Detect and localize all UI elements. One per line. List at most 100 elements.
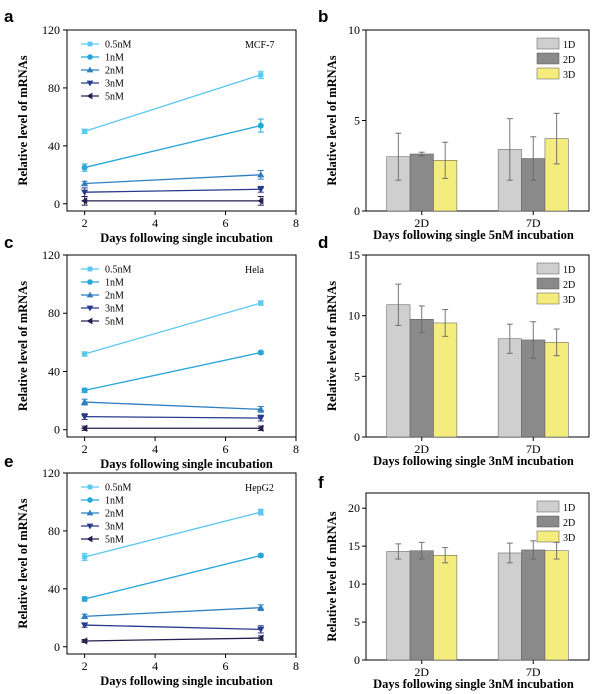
x-tick-label: 4	[152, 659, 158, 673]
x-tick-label: 6	[223, 216, 229, 230]
legend-marker	[87, 266, 93, 272]
series-2D: 2D	[409, 515, 575, 661]
x-tick-label: 6	[223, 659, 229, 673]
y-tick-label: 80	[48, 524, 60, 538]
x-tick-label: 2D	[414, 665, 429, 679]
data-point	[81, 189, 89, 196]
x-tick-label: 4	[152, 216, 158, 230]
data-point	[81, 595, 88, 602]
y-axis-label: Relative level of mRNAs	[16, 281, 30, 411]
series-1nM: 1nM	[81, 496, 264, 602]
legend-label: 1nM	[105, 53, 124, 64]
legend-label: 3nM	[105, 79, 124, 90]
legend-label: 1D	[563, 40, 575, 51]
data-point	[257, 626, 265, 633]
legend-label: 0.5nM	[105, 40, 132, 51]
series-3nM: 3nM	[81, 79, 265, 198]
series-3D: 3D	[433, 530, 575, 661]
legend-marker	[87, 497, 93, 503]
data-point	[257, 552, 264, 559]
x-tick-label: 7D	[526, 442, 541, 456]
legend-label: 0.5nM	[105, 483, 132, 494]
x-tick-label: 2	[82, 442, 88, 456]
series-line	[84, 174, 261, 185]
legend-marker	[86, 509, 94, 516]
panel-letter: d	[318, 233, 328, 252]
y-tick-label: 40	[48, 364, 60, 378]
legend-swatch	[536, 277, 560, 290]
bar	[409, 153, 434, 212]
y-tick-label: 0	[354, 204, 360, 218]
series-2nM: 2nM	[81, 509, 265, 620]
panel-letter: b	[318, 7, 328, 26]
y-tick-label: 120	[42, 23, 60, 37]
bar	[409, 550, 434, 661]
panel-letter: e	[4, 452, 13, 471]
series-5nM: 5nM	[81, 535, 264, 645]
legend-swatch	[536, 530, 560, 543]
data-point	[258, 509, 264, 515]
y-tick-label: 40	[48, 582, 60, 596]
y-tick-label: 40	[48, 139, 60, 153]
series-0.5nM: 0.5nM	[81, 40, 264, 135]
data-point	[257, 349, 264, 356]
y-tick-label: 15	[348, 248, 360, 262]
series-line	[84, 637, 261, 642]
series-0.5nM: 0.5nM	[81, 265, 264, 357]
legend-label: 3D	[563, 533, 575, 544]
bar	[409, 319, 434, 438]
series-2nM: 2nM	[81, 66, 265, 187]
data-point	[81, 637, 88, 645]
legend-marker	[86, 66, 94, 73]
series-5nM: 5nM	[81, 92, 264, 206]
plot-frame	[365, 254, 590, 438]
bar	[386, 551, 411, 661]
y-axis-label: Relative level of mRNAs	[325, 281, 339, 411]
bar	[433, 554, 458, 661]
legend-marker	[86, 291, 94, 298]
series-line	[84, 511, 261, 558]
series-line	[84, 124, 261, 169]
series-3nM: 3nM	[81, 522, 265, 634]
data-point	[257, 634, 264, 642]
legend-label: 1nM	[105, 496, 124, 507]
data-point	[257, 186, 265, 193]
data-point	[257, 405, 265, 412]
series-2D: 2D	[409, 277, 575, 438]
legend-label: 3nM	[105, 522, 124, 533]
y-tick-label: 120	[42, 248, 60, 262]
series-line	[84, 554, 261, 600]
x-tick-label: 4	[152, 442, 158, 456]
series-1nM: 1nM	[81, 53, 264, 172]
data-point	[257, 171, 265, 178]
y-tick-label: 10	[348, 23, 360, 37]
data-point	[82, 554, 88, 560]
data-point	[81, 622, 89, 629]
bar	[544, 550, 569, 661]
chart-panel-f: f 0 5 10 15 20 2D 7D 1D 2D 3D Days following single…	[318, 473, 590, 691]
data-point	[81, 179, 89, 187]
x-axis-label: Days following single 3nM incubation	[373, 677, 574, 691]
x-axis-label: Days following single incubation	[100, 674, 273, 688]
plot-frame	[365, 492, 590, 661]
series-line	[84, 401, 261, 410]
y-tick-label: 0	[54, 197, 60, 211]
plot-frame	[66, 472, 297, 655]
legend-label: 0.5nM	[105, 265, 132, 276]
data-point	[258, 300, 264, 306]
legend-marker	[87, 54, 93, 60]
y-tick-label: 0	[354, 430, 360, 444]
legend-swatch	[536, 37, 560, 50]
y-axis-label: Relative level of mRNAs	[325, 511, 339, 641]
legend-marker	[86, 80, 94, 87]
series-5nM: 5nM	[81, 317, 264, 432]
panel-letter: a	[4, 7, 14, 26]
x-tick-label: 7D	[526, 665, 541, 679]
legend-label: 1D	[563, 503, 575, 514]
legend-label: 5nM	[105, 317, 124, 328]
legend-label: 5nM	[105, 535, 124, 546]
x-tick-label: 6	[223, 442, 229, 456]
y-axis-label: Relative level of mRNAs	[325, 55, 339, 185]
plot-frame	[66, 29, 297, 212]
